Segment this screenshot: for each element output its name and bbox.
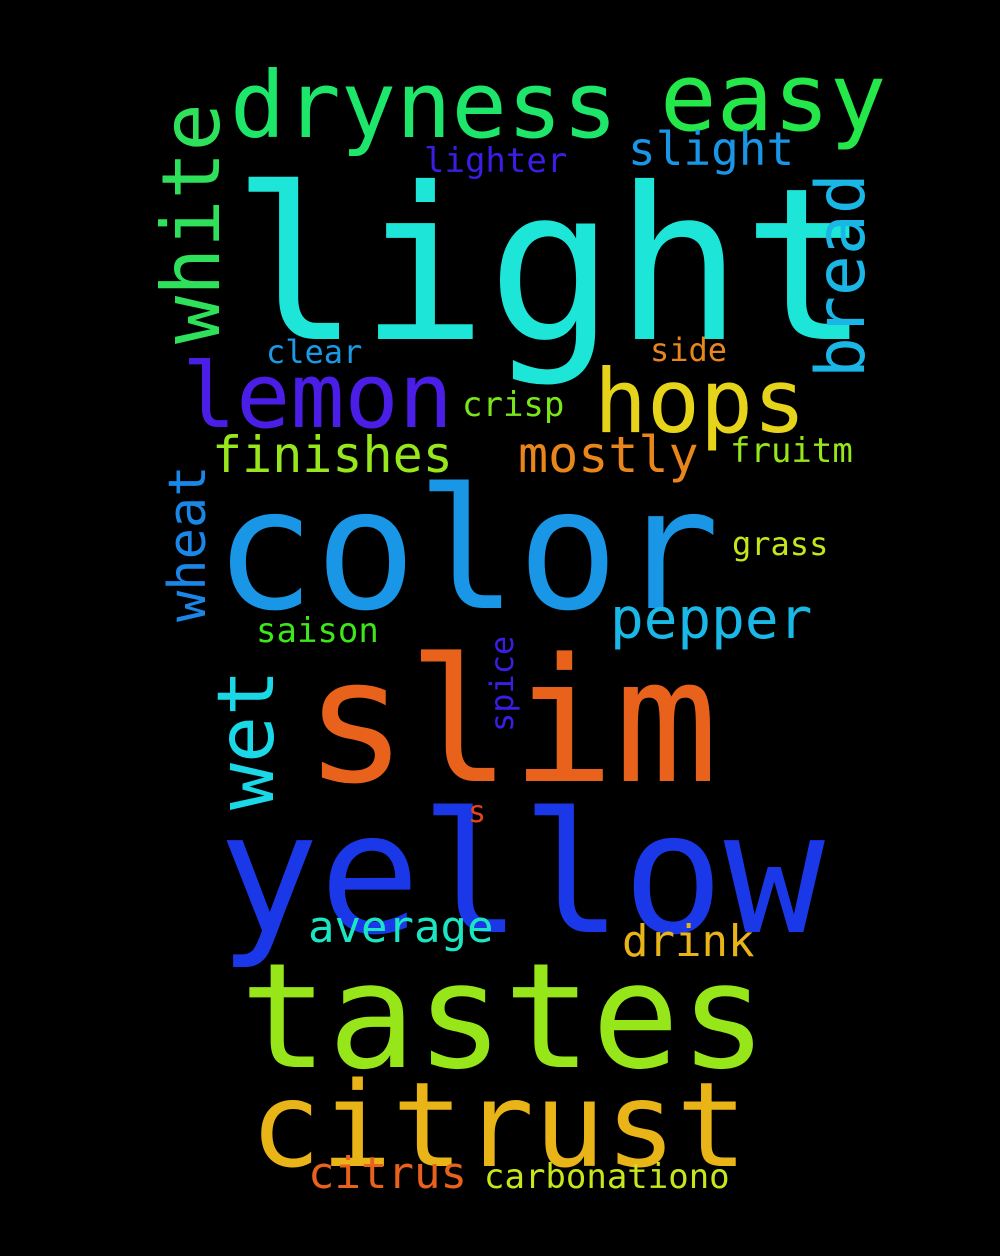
word-saison: saison: [256, 611, 379, 651]
word-citrus: citrus: [308, 1148, 467, 1199]
word-mostly: mostly: [518, 426, 699, 484]
word-clear: clear: [266, 333, 363, 371]
word-side: side: [650, 331, 728, 369]
word-s: s: [468, 795, 487, 830]
word-grass: grass: [732, 525, 829, 563]
word-hops: hops: [594, 350, 806, 453]
word-white: white: [145, 103, 238, 344]
word-citrust: citrust: [250, 1056, 748, 1194]
word-average: average: [308, 902, 494, 953]
word-slight: slight: [628, 122, 795, 176]
word-wheat: wheat: [158, 465, 218, 622]
word-bread: bread: [802, 173, 881, 378]
word-easy: easy: [660, 44, 887, 153]
word-lemon: lemon: [182, 344, 453, 449]
word-finishes: finishes: [212, 426, 453, 484]
word-crisp: crisp: [462, 385, 565, 425]
word-lighter: lighter: [424, 141, 568, 181]
word-fruitm: fruitm: [730, 431, 853, 471]
word-carbonationo: carbonationo: [484, 1157, 730, 1197]
word-spice: spice: [483, 635, 521, 732]
word-color: color: [214, 452, 720, 648]
word-pepper: pepper: [610, 587, 813, 652]
word-tastes: tastes: [240, 932, 768, 1102]
word-wet: wet: [202, 669, 292, 810]
word-yellow: yellow: [218, 776, 825, 972]
word-dryness: dryness: [230, 52, 618, 159]
word-drink: drink: [622, 916, 755, 967]
word-light: light: [232, 142, 871, 389]
word-slim: slim: [304, 621, 719, 822]
